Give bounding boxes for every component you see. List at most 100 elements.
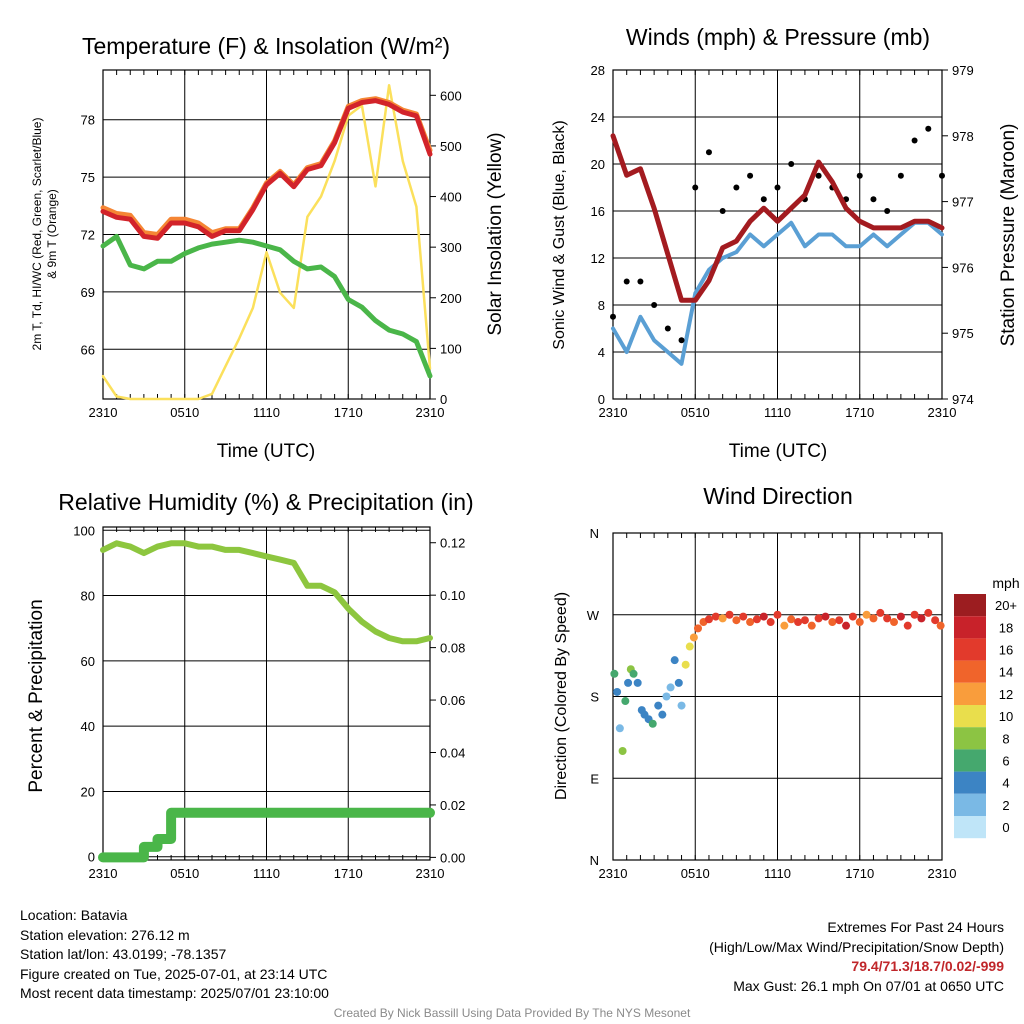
direction-point [936,621,945,630]
direction-point [654,701,663,710]
winds-gust-point [788,161,795,167]
colorbar-swatch [954,616,986,639]
winds-gust-point [911,137,918,144]
direction-point [773,610,782,619]
direction-point [615,724,624,733]
extremes-values: 79.4/71.3/18.7/0.02/-999 [851,958,1004,974]
colorbar-unit: mph [992,575,1019,591]
colorbar-swatch [954,594,986,617]
humidity-y2-tick-label: 0.04 [440,745,465,760]
winds-series-station-pressure [610,133,945,303]
direction-point [780,621,789,630]
humidity-x-tick-label: 2310 [416,866,445,881]
colorbar-swatch [954,816,986,839]
winds-gust-point [897,172,904,179]
station-info: Location: Batavia Station elevation: 276… [20,906,329,1004]
figure-created: Figure created on Tue, 2025-07-01, at 23… [20,965,328,982]
winds-gust-point [747,172,754,179]
direction-point [689,633,698,642]
colorbar-label: 2 [1002,798,1009,813]
humidity-y2-tick-label: 0.06 [440,693,465,708]
winds-y-tick-label: 20 [591,157,605,172]
direction-point [610,669,619,678]
colorbar-label: 0 [1002,820,1009,835]
winds-x-tick-label: 2310 [928,405,957,420]
extremes-info: Extremes For Past 24 Hours (High/Low/Max… [709,918,1004,996]
winds-y-tick-label: 4 [598,345,605,360]
direction-point [613,687,622,696]
humidity-frame [102,526,431,861]
winds-series-sonic-wind [611,220,944,366]
direction-point [848,612,857,621]
temperature-title: Temperature (F) & Insolation (W/m²) [82,33,450,59]
winds-ylabel-right: Station Pressure (Maroon) [998,124,1019,347]
colorbar-swatch [954,660,986,683]
temperature-x-tick-label: 2310 [416,405,445,420]
humidity-y-tick-label: 40 [81,719,95,734]
direction-point [648,719,657,728]
direction-point [828,618,837,627]
temperature-y2-tick-label: 100 [440,341,462,356]
colorbar-label: 18 [999,620,1013,635]
direction-point [618,747,627,755]
colorbar-label: 4 [1002,776,1009,791]
max-gust: Max Gust: 26.1 mph On 07/01 at 0650 UTC [733,977,1004,994]
winds-y2-tick-label: 975 [952,326,974,341]
direction-x-tick-label: 2310 [928,866,957,881]
humidity-y2-tick-label: 0.08 [440,641,465,656]
temperature-y-tick-label: 72 [81,228,95,243]
direction-point [903,621,912,630]
temperature-series-2m-t [100,98,433,241]
temperature-y2-tick-label: 200 [440,291,462,306]
direction-point [670,656,679,665]
humidity-y-tick-label: 60 [81,654,95,669]
winds-chart: 0 4 8 12 16 20 24 28 974 975 976 977 978 979 2310 0510 1… [591,63,974,420]
temperature-xlabel: Time (UTC) [217,441,316,462]
most-recent-timestamp: Most recent data timestamp: 2025/07/01 2… [20,985,329,1001]
direction-point [876,608,885,617]
winds-gust-point [939,172,945,179]
direction-point [633,678,642,687]
winds-gust-point [651,302,658,308]
direction-y-tick-label: E [590,771,599,786]
winds-gust-point [719,208,726,214]
direction-point [629,669,638,678]
colorbar-label: 16 [999,643,1013,658]
direction-point [681,660,690,669]
direction-point [800,616,809,625]
direction-point [658,710,667,719]
temperature-series-td [100,233,433,379]
direction-point [814,614,823,623]
direction-point [662,692,671,701]
humidity-x-tick-label: 0510 [170,866,199,881]
station-elevation: Station elevation: 276.12 m [20,926,190,943]
temperature-y2-tick-label: 300 [440,240,462,255]
winds-gust-point [870,196,877,203]
temperature-y-tick-label: 66 [81,342,95,357]
direction-point [821,612,830,621]
credit-line: Created By Nick Bassill Using Data Provi… [333,1006,691,1020]
humidity-series-relative-humidity [100,540,433,645]
direction-point [787,615,796,624]
humidity-series-precipitation [98,807,435,863]
temperature-x-tick-label: 1110 [253,405,280,420]
direction-point [685,642,694,651]
humidity-chart: 0 20 40 60 80 100 0.00 0.02 0.04 0.06 0.08 0.10 0.12… [73,523,465,881]
winds-gust-point [664,325,671,332]
direction-y-tick-label: N [590,526,599,541]
temperature-y-tick-label: 69 [81,285,95,300]
winds-gust-point [678,337,685,344]
winds-y-tick-label: 24 [591,110,605,125]
direction-x-tick-label: 0510 [681,866,710,881]
colorbar-label: 20+ [995,598,1017,613]
humidity-y2-tick-label: 0.12 [440,536,465,551]
colorbar-label: 10 [999,709,1013,724]
direction-point [674,678,683,687]
colorbar-swatch [954,705,986,728]
direction-point [739,612,748,621]
direction-point [621,697,630,706]
direction-point [794,618,803,627]
direction-ylabel-left: Direction (Colored By Speed) [553,592,570,800]
winds-gust-point [733,184,740,191]
